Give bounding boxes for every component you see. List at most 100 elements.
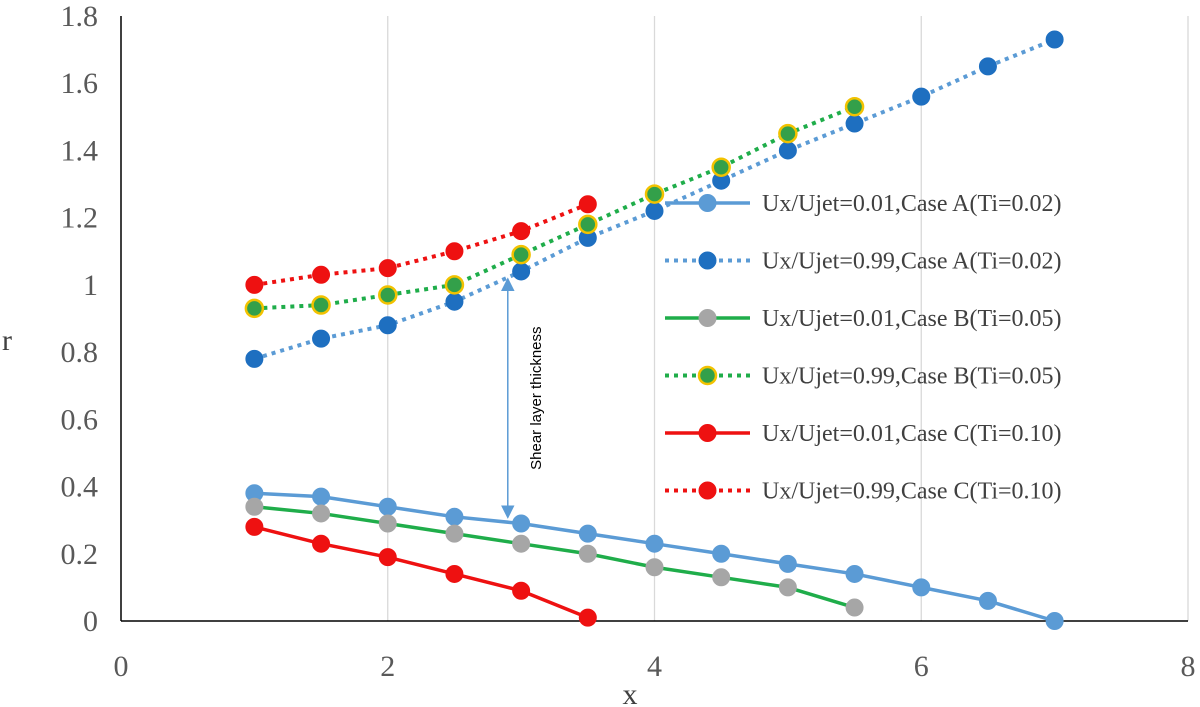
data-point xyxy=(445,524,464,543)
legend-label: Ux/Ujet=0.99,Case C(Ti=0.10) xyxy=(762,479,1062,505)
annotation-label: Shear layer thickness xyxy=(528,326,545,469)
data-point xyxy=(312,504,331,523)
series-2 xyxy=(245,30,1064,368)
data-point xyxy=(512,514,531,533)
x-tick-label: 2 xyxy=(380,650,395,683)
data-point xyxy=(378,548,397,567)
data-point xyxy=(778,578,797,597)
legend-label: Ux/Ujet=0.01,Case A(Ti=0.02) xyxy=(762,191,1062,217)
data-point xyxy=(712,568,731,587)
data-point xyxy=(445,564,464,583)
tick-labels: 0 0.2 0.4 0.6 0.8 1 1.2 1.4 1.6 1.8 0 2 4 6 8 xyxy=(61,0,1196,683)
data-point xyxy=(778,141,797,160)
y-tick-label: 1.4 xyxy=(61,134,99,167)
x-tick-label: 6 xyxy=(914,650,929,683)
data-point xyxy=(312,534,331,553)
data-point xyxy=(378,259,397,278)
data-point xyxy=(378,285,398,305)
data-point xyxy=(512,534,531,553)
data-point xyxy=(312,487,331,506)
legend-label: Ux/Ujet=0.01,Case B(Ti=0.05) xyxy=(762,306,1062,332)
series-4 xyxy=(244,97,865,319)
data-point xyxy=(512,262,531,281)
data-point xyxy=(445,292,464,311)
data-point xyxy=(645,534,664,553)
data-point xyxy=(711,157,731,177)
data-point xyxy=(578,544,597,563)
data-point xyxy=(912,87,931,106)
annotation-layer: Shear layer thickness xyxy=(501,277,545,519)
data-point xyxy=(245,275,264,294)
series-line xyxy=(253,525,589,620)
data-point xyxy=(844,97,865,117)
data-point xyxy=(511,244,531,265)
data-point xyxy=(245,517,264,536)
legend-item: Ux/Ujet=0.01,Case C(Ti=0.10) xyxy=(665,421,1062,447)
legend-item: Ux/Ujet=0.01,Case A(Ti=0.02) xyxy=(665,191,1062,217)
y-tick-label: 0 xyxy=(83,605,98,638)
data-point xyxy=(578,608,597,627)
data-point xyxy=(245,497,264,516)
legend-marker xyxy=(698,194,717,212)
x-tick-label: 4 xyxy=(647,650,662,683)
legend-item: Ux/Ujet=0.99,Case B(Ti=0.05) xyxy=(665,364,1062,390)
legend-label: Ux/Ujet=0.99,Case A(Ti=0.02) xyxy=(762,249,1062,275)
data-point xyxy=(978,57,997,76)
legend-label: Ux/Ujet=0.01,Case C(Ti=0.10) xyxy=(762,421,1062,447)
data-point xyxy=(512,222,531,241)
series-6 xyxy=(245,195,597,294)
legend-marker xyxy=(697,365,718,386)
y-tick-label: 1.2 xyxy=(61,202,99,235)
legend-marker xyxy=(698,481,717,500)
series-1 xyxy=(245,484,1064,630)
data-point xyxy=(445,242,464,261)
data-point xyxy=(845,564,864,583)
series-line xyxy=(254,104,856,311)
data-point xyxy=(1045,30,1064,49)
legend-item: Ux/Ujet=0.99,Case A(Ti=0.02) xyxy=(665,249,1062,275)
data-point xyxy=(1045,612,1064,630)
x-tick-label: 0 xyxy=(114,650,129,683)
data-point xyxy=(644,184,665,204)
data-point xyxy=(444,275,465,295)
series-5 xyxy=(245,517,597,627)
y-tick-label: 0.4 xyxy=(61,471,99,504)
data-point xyxy=(578,214,598,235)
data-point xyxy=(645,558,664,577)
x-axis-title: x xyxy=(623,678,638,707)
data-point xyxy=(645,201,664,220)
legend-item: Ux/Ujet=0.01,Case B(Ti=0.05) xyxy=(665,306,1062,332)
legend-marker xyxy=(698,251,717,270)
y-tick-label: 1.6 xyxy=(61,67,99,100)
legend: Ux/Ujet=0.01,Case A(Ti=0.02) Ux/Ujet=0.99… xyxy=(665,191,1062,505)
y-tick-label: 0.2 xyxy=(61,538,99,571)
legend-item: Ux/Ujet=0.99,Case C(Ti=0.10) xyxy=(665,479,1062,505)
data-point xyxy=(778,554,797,573)
x-tick-label: 8 xyxy=(1181,650,1196,683)
data-point xyxy=(312,329,331,348)
data-point xyxy=(845,114,864,133)
data-point xyxy=(978,591,997,610)
data-point xyxy=(445,507,464,526)
data-point xyxy=(712,544,731,563)
data-point xyxy=(245,349,264,368)
data-point xyxy=(378,514,397,533)
data-point xyxy=(311,295,331,315)
data-point xyxy=(512,581,531,600)
data-point xyxy=(912,578,931,597)
data-point xyxy=(578,524,597,543)
y-tick-label: 0.8 xyxy=(61,336,99,369)
y-axis-title: r xyxy=(2,324,12,357)
series-layer xyxy=(244,30,1064,630)
legend-marker xyxy=(698,424,717,442)
data-point xyxy=(845,598,864,617)
y-tick-label: 1.8 xyxy=(61,0,99,33)
legend-marker xyxy=(698,309,717,327)
data-point xyxy=(312,265,331,284)
series-3 xyxy=(245,497,864,617)
data-point xyxy=(244,298,265,319)
data-point xyxy=(578,195,597,214)
series-line xyxy=(254,504,856,610)
legend-label: Ux/Ujet=0.99,Case B(Ti=0.05) xyxy=(762,364,1062,390)
y-tick-label: 1 xyxy=(83,269,98,302)
